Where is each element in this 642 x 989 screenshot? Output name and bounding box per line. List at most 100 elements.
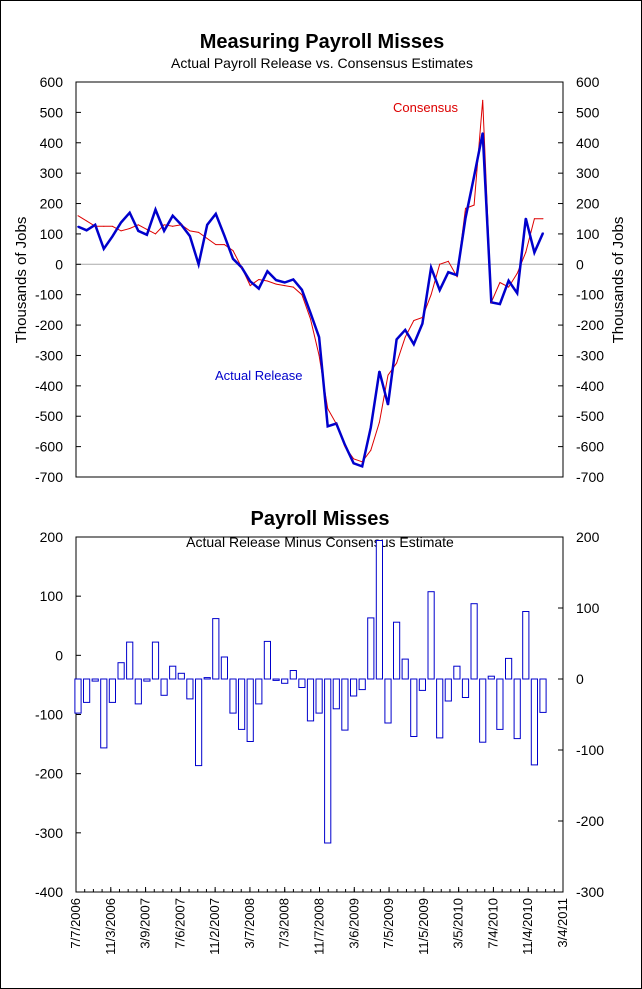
actual-release-point <box>309 312 312 314</box>
consensus-point <box>456 275 458 277</box>
actual-release-point <box>85 229 88 232</box>
miss-bar <box>272 678 280 681</box>
actual-release-point <box>301 289 303 291</box>
actual-release-point <box>128 211 131 214</box>
consensus-point <box>249 285 251 287</box>
consensus-point <box>301 294 303 296</box>
miss-bar <box>461 678 470 698</box>
actual-release-point <box>206 224 208 226</box>
top-right-tick-label: 100 <box>576 226 600 242</box>
miss-bar <box>505 657 513 680</box>
top-left-tick-label: 200 <box>40 196 64 212</box>
chart-title-2: Payroll Misses <box>251 508 390 530</box>
consensus-point <box>275 283 277 285</box>
miss-bar <box>539 678 547 713</box>
actual-release-point <box>266 270 269 273</box>
consensus-point <box>387 374 389 376</box>
top-left-tick-label: 300 <box>40 165 64 181</box>
consensus-point <box>533 218 535 220</box>
bottom-bars <box>74 540 547 844</box>
miss-bar <box>401 658 409 680</box>
actual-release-point <box>275 279 277 281</box>
miss-bar <box>479 678 487 743</box>
miss-bar <box>74 678 82 714</box>
top-left-tick-label: -300 <box>35 347 63 363</box>
x-axis-date-label: 11/5/2009 <box>416 898 431 955</box>
miss-bar <box>513 678 521 740</box>
actual-release-point <box>214 213 217 215</box>
miss-bar <box>108 678 117 703</box>
actual-release-point <box>430 266 432 269</box>
actual-release-point <box>163 230 165 232</box>
actual-release-point <box>516 292 518 294</box>
top-left-tick-label: -700 <box>35 469 63 485</box>
miss-bar <box>100 678 108 749</box>
consensus-point <box>111 225 113 227</box>
consensus-point <box>232 250 234 252</box>
miss-bar <box>186 678 194 700</box>
consensus-point <box>120 230 122 232</box>
actual-release-point <box>456 274 458 277</box>
actual-release-point <box>258 287 260 290</box>
consensus-point <box>146 228 148 230</box>
top-right-tick-label: 600 <box>576 74 600 90</box>
top-right-tick-label: 500 <box>576 104 600 120</box>
actual-release-point <box>249 280 252 283</box>
miss-bar <box>263 640 271 680</box>
consensus-point <box>310 318 311 320</box>
consensus-point <box>344 446 346 448</box>
actual-release-point <box>369 426 372 429</box>
top-y-axis-label-left: Thousands of Jobs <box>13 217 30 344</box>
miss-bar <box>522 611 530 680</box>
top-right-tick-label: -400 <box>576 378 604 394</box>
actual-release-point <box>352 462 355 465</box>
actual-release-point <box>137 230 140 232</box>
miss-bar <box>496 678 504 730</box>
miss-bar <box>410 678 418 737</box>
actual-release-point <box>387 403 389 406</box>
miss-bar <box>177 672 185 680</box>
consensus-point <box>86 220 88 222</box>
miss-bar <box>126 641 134 680</box>
actual-release-point <box>197 263 200 266</box>
consensus-point <box>172 225 174 227</box>
bottom-left-tick-label: -100 <box>35 707 63 723</box>
bottom-right-tick-label: 0 <box>576 671 584 687</box>
miss-bar <box>134 678 142 705</box>
top-right-tick-label: -200 <box>576 317 604 333</box>
miss-bar <box>229 678 237 714</box>
consensus-point <box>215 244 217 246</box>
x-axis-date-label: 11/7/2008 <box>312 898 327 955</box>
series-actual-release-line <box>77 132 545 469</box>
miss-bar <box>358 678 366 691</box>
miss-bar <box>341 678 349 731</box>
actual-release-point <box>77 225 79 228</box>
consensus-point <box>482 99 484 101</box>
bottom-left-tick-label: -400 <box>35 884 63 900</box>
miss-bar <box>298 678 306 688</box>
consensus-point <box>292 286 294 288</box>
consensus-point <box>189 230 191 232</box>
miss-bar <box>212 618 220 680</box>
actual-release-point <box>395 338 398 341</box>
top-axis-ticks: 600 600 500 500 400 400 300 300 200 200 100 100 0 0 -1… <box>35 74 604 485</box>
x-axis-date-label: 7/6/2007 <box>172 898 187 949</box>
actual-release-point <box>533 251 536 254</box>
x-axis-date-label: 11/4/2010 <box>520 898 535 955</box>
miss-bar <box>91 678 99 682</box>
actual-release-point <box>154 208 157 211</box>
top-left-tick-label: 0 <box>55 256 63 272</box>
miss-bar <box>143 678 151 682</box>
miss-bar <box>444 678 452 702</box>
top-right-tick-label: 300 <box>576 165 600 181</box>
consensus-point <box>542 218 544 220</box>
actual-release-point <box>344 443 346 446</box>
consensus-point <box>465 207 466 209</box>
actual-release-point <box>438 289 441 291</box>
actual-release-point <box>94 224 97 226</box>
top-right-tick-label: -500 <box>576 408 604 424</box>
consensus-point <box>223 244 225 246</box>
consensus-point <box>353 458 355 460</box>
miss-bar <box>315 678 323 714</box>
